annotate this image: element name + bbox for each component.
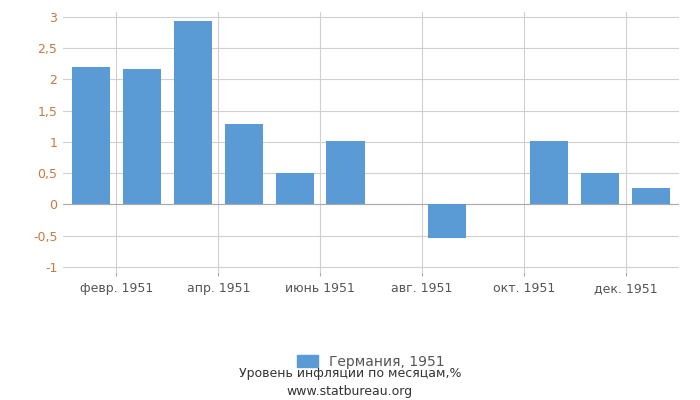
Bar [174,21,212,204]
Text: Уровень инфляции по месяцам,%: Уровень инфляции по месяцам,% [239,368,461,380]
Bar [276,173,314,204]
Bar [632,188,670,204]
Text: www.statbureau.org: www.statbureau.org [287,386,413,398]
Bar [428,204,466,238]
Bar [72,67,110,204]
Bar [581,173,620,204]
Bar [122,69,161,204]
Bar [530,141,568,204]
Legend: Германия, 1951: Германия, 1951 [292,349,450,374]
Bar [326,141,365,204]
Bar [225,124,262,204]
